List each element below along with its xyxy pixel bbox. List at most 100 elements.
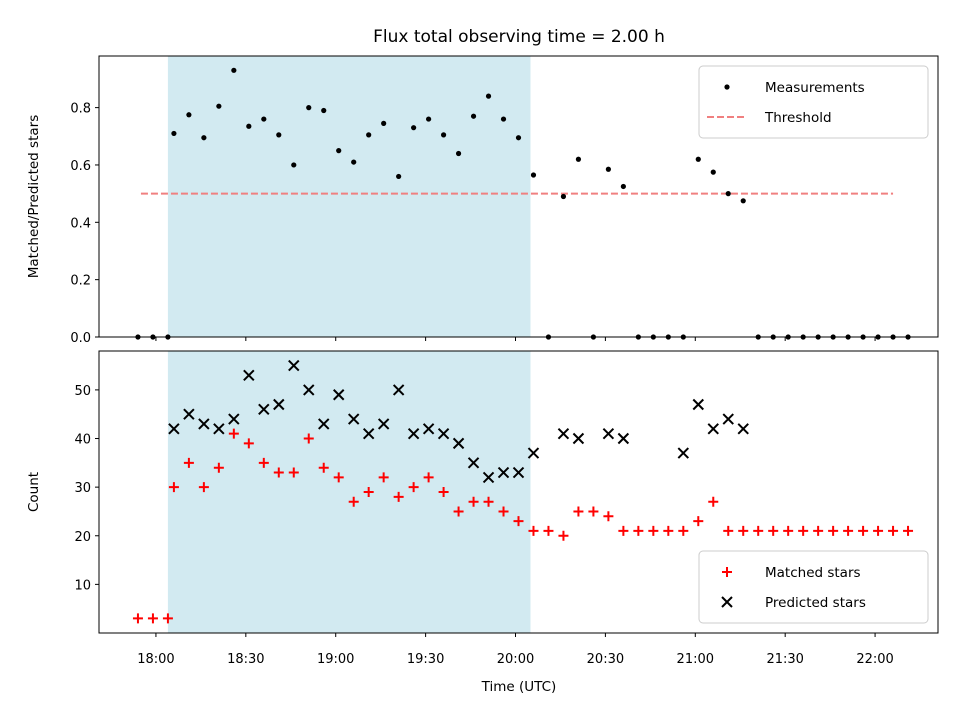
bottom-legend-marker-1	[721, 596, 733, 608]
bottom-point-0-11	[288, 467, 299, 478]
bottom-point-1-9	[303, 384, 315, 396]
bottom-series-matched-stars	[132, 428, 914, 624]
x-tick-label-8: 22:00	[856, 652, 893, 667]
bottom-point-0-51	[888, 525, 899, 536]
bottom-y-tick-label-1: 20	[74, 530, 91, 545]
bottom-point-0-48	[843, 525, 854, 536]
top-point-0-39	[710, 169, 716, 175]
bottom-point-1-12	[347, 413, 360, 425]
bottom-point-1-28	[617, 432, 630, 445]
bottom-legend-label-0: Matched stars	[765, 565, 861, 581]
top-y-tick-label-4: 0.8	[70, 102, 91, 117]
top-point-0-38	[695, 156, 701, 162]
bottom-point-1-3	[213, 423, 225, 435]
top-point-0-26	[515, 135, 522, 141]
top-point-0-33	[620, 183, 626, 190]
top-point-0-23	[470, 113, 477, 119]
top-axes-frame	[98, 55, 939, 338]
bottom-point-1-31	[707, 423, 719, 435]
bottom-point-0-47	[828, 525, 839, 536]
bottom-point-1-25	[557, 427, 570, 440]
bottom-point-0-41	[738, 525, 749, 536]
bottom-point-0-6	[213, 462, 224, 473]
bottom-point-1-27	[602, 427, 615, 440]
bottom-point-0-3	[168, 482, 179, 493]
x-tick-label-1: 18:30	[227, 652, 264, 667]
bottom-point-0-43	[768, 525, 779, 536]
top-point-0-9	[261, 116, 267, 122]
bottom-point-0-40	[723, 525, 734, 536]
bottom-point-0-36	[663, 525, 674, 536]
top-point-0-20	[426, 116, 432, 122]
top-legend-label-0: Measurements	[765, 80, 865, 96]
top-y-tick-label-2: 0.4	[70, 216, 91, 231]
bottom-point-1-33	[737, 423, 749, 435]
top-point-0-7	[231, 67, 237, 73]
top-point-0-27	[530, 172, 537, 178]
bottom-point-0-50	[873, 525, 884, 536]
bottom-point-0-24	[483, 496, 494, 507]
bottom-point-1-10	[318, 418, 330, 430]
bottom-point-0-0	[132, 613, 143, 624]
bottom-point-0-25	[498, 506, 509, 517]
top-point-0-22	[455, 150, 462, 157]
bottom-point-1-5	[243, 369, 255, 382]
bottom-point-0-45	[798, 525, 809, 536]
bottom-point-0-39	[708, 496, 719, 507]
top-point-0-21	[440, 132, 447, 138]
bottom-point-0-20	[423, 472, 434, 483]
bottom-point-0-35	[648, 525, 659, 536]
top-point-0-19	[411, 125, 417, 131]
bottom-point-0-8	[243, 438, 254, 449]
bottom-point-0-23	[468, 496, 479, 507]
top-y-tick-label-3: 0.6	[70, 159, 91, 174]
top-point-0-13	[321, 107, 327, 114]
top-legend-label-1: Threshold	[764, 110, 832, 126]
bottom-y-tick-label-0: 10	[74, 578, 91, 593]
top-shaded-span	[167, 56, 531, 337]
bottom-point-1-2	[198, 418, 210, 430]
bottom-point-1-32	[722, 413, 734, 425]
bottom-legend-box	[698, 550, 929, 624]
top-panel: 0.0 0.2 0.4 0.6 0.8 Matched/Predicted stars Me…	[26, 55, 939, 346]
bottom-point-0-18	[393, 491, 404, 502]
top-point-0-8	[246, 123, 252, 129]
top-y-axis-label: Matched/Predicted stars	[26, 115, 42, 278]
bottom-point-0-26	[513, 516, 524, 527]
bottom-point-1-11	[333, 389, 345, 401]
bottom-point-0-2	[162, 613, 173, 624]
bottom-panel: 10 20 30 40 50 Count 18:00 18:30 19:00 19:30 20:00…	[26, 350, 939, 667]
bottom-point-0-22	[453, 506, 464, 517]
top-point-0-41	[740, 198, 746, 204]
figure-title: Flux total observing time = 2.00 h	[373, 27, 665, 47]
bottom-point-1-1	[183, 408, 195, 420]
bottom-point-1-24	[527, 447, 540, 459]
bottom-point-0-9	[258, 457, 269, 468]
x-tick-label-5: 20:30	[587, 652, 624, 667]
bottom-y-tick-label-2: 30	[74, 481, 91, 496]
top-point-0-18	[396, 173, 402, 180]
bottom-point-0-15	[348, 496, 359, 507]
bottom-point-0-28	[543, 525, 554, 536]
bottom-legend: Matched stars Predicted stars	[698, 550, 929, 624]
bottom-point-0-49	[858, 525, 869, 536]
bottom-point-1-0	[168, 423, 180, 435]
bottom-point-0-42	[753, 525, 764, 536]
bottom-point-1-13	[362, 427, 375, 440]
bottom-point-0-1	[147, 613, 158, 624]
bottom-point-1-29	[677, 447, 690, 459]
bottom-y-axis-label: Count	[26, 472, 42, 512]
bottom-shaded-span	[167, 351, 531, 633]
top-point-0-12	[306, 105, 312, 111]
top-point-0-11	[291, 162, 297, 168]
x-tick-label-3: 19:30	[407, 652, 444, 667]
bottom-point-0-17	[378, 472, 389, 483]
bottom-point-1-20	[467, 457, 480, 469]
bottom-point-1-23	[512, 466, 525, 479]
bottom-point-0-14	[333, 472, 344, 483]
x-tick-label-4: 20:00	[497, 652, 534, 667]
bottom-point-0-5	[198, 482, 209, 493]
bottom-point-0-7	[228, 428, 239, 439]
bottom-axes-frame	[98, 350, 939, 634]
